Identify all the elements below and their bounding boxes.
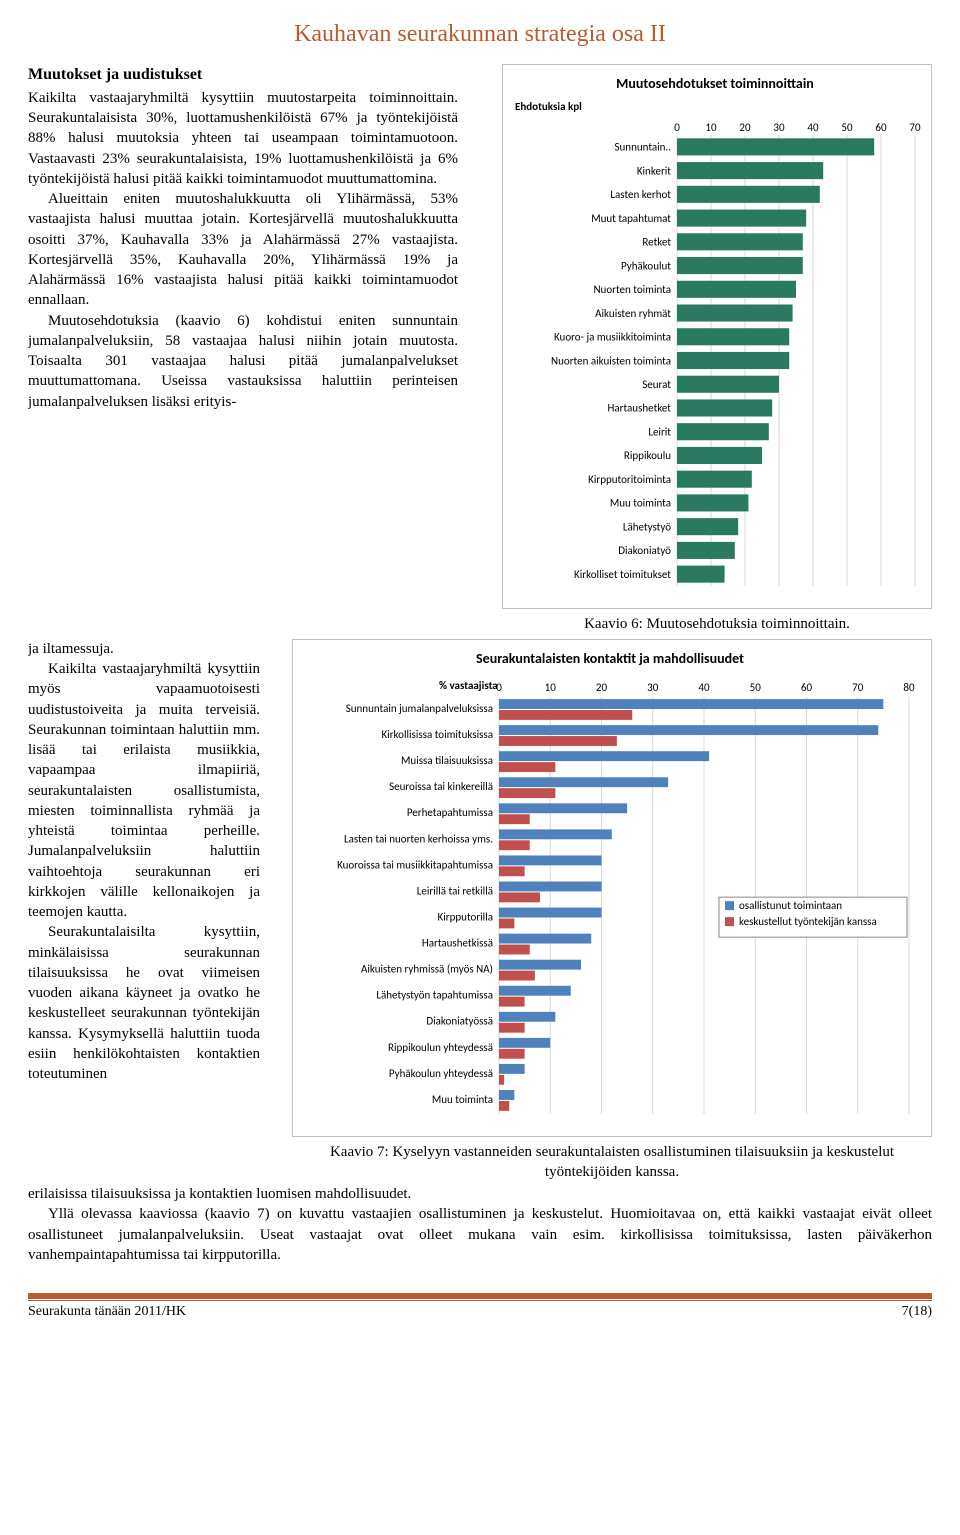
chart-6-xlabel: Ehdotuksia kpl	[515, 100, 923, 115]
svg-text:0: 0	[674, 121, 680, 134]
svg-text:Hartaushetket: Hartaushetket	[608, 402, 672, 415]
svg-text:Diakoniatyössä: Diakoniatyössä	[426, 1015, 493, 1028]
svg-text:20: 20	[596, 681, 608, 694]
svg-text:Rippikoulu: Rippikoulu	[624, 449, 671, 462]
paragraph: Kaikilta vastaajaryhmiltä kysyttiin myös…	[28, 659, 260, 922]
svg-text:Kirpputoritoiminta: Kirpputoritoiminta	[588, 473, 671, 486]
svg-text:Aikuisten ryhmissä (myös NA): Aikuisten ryhmissä (myös NA)	[361, 962, 493, 975]
svg-text:Nuorten toiminta: Nuorten toiminta	[593, 283, 671, 296]
svg-text:Lasten tai nuorten kerhoissa y: Lasten tai nuorten kerhoissa yms.	[344, 832, 493, 845]
section-heading: Muutokset ja uudistukset	[28, 64, 458, 86]
svg-text:40: 40	[807, 121, 819, 134]
chart-7-title: Seurakuntalaisten kontaktit ja mahdollis…	[297, 650, 923, 669]
svg-text:70: 70	[909, 121, 921, 134]
svg-text:Hartaushetkissä: Hartaushetkissä	[422, 936, 493, 949]
svg-text:50: 50	[750, 681, 762, 694]
svg-text:60: 60	[875, 121, 887, 134]
svg-text:% vastaajista: % vastaajista	[439, 679, 498, 692]
svg-text:Nuorten aikuisten toiminta: Nuorten aikuisten toiminta	[551, 354, 671, 367]
svg-text:70: 70	[852, 681, 864, 694]
svg-text:Perhetapahtumissa: Perhetapahtumissa	[407, 806, 493, 819]
svg-text:Pyhäkoulun yhteydessä: Pyhäkoulun yhteydessä	[389, 1067, 493, 1080]
svg-text:Lähetystyö: Lähetystyö	[623, 521, 671, 534]
svg-text:Sunnuntain..: Sunnuntain..	[614, 141, 671, 154]
paragraph: Seurakuntalaisilta kysyttiin, minkälaisi…	[28, 922, 260, 1084]
svg-text:osallistunut toimintaan: osallistunut toimintaan	[739, 899, 842, 912]
svg-text:Pyhäkoulut: Pyhäkoulut	[621, 259, 671, 272]
svg-text:Lähetystyön tapahtumissa: Lähetystyön tapahtumissa	[376, 988, 493, 1001]
svg-text:Kuoroissa tai musiikkitapahtum: Kuoroissa tai musiikkitapahtumissa	[337, 858, 493, 871]
svg-text:Seuroissa tai kinkereillä: Seuroissa tai kinkereillä	[389, 780, 493, 793]
svg-text:30: 30	[773, 121, 785, 134]
svg-text:Sunnuntain jumalanpalveluksiss: Sunnuntain jumalanpalveluksissa	[346, 702, 493, 715]
paragraph: ja iltamessuja.	[28, 639, 260, 659]
body-text-bottom: ja iltamessuja. Kaikilta vastaajaryhmilt…	[28, 639, 260, 1085]
chart-6-title: Muutosehdotukset toiminnoittain	[507, 75, 923, 94]
paragraph: Kaikilta vastaajaryhmiltä kysyttiin muut…	[28, 88, 458, 189]
svg-text:0: 0	[496, 681, 502, 694]
chart-7: Seurakuntalaisten kontaktit ja mahdollis…	[292, 639, 932, 1137]
page-title: Kauhavan seurakunnan strategia osa II	[0, 0, 960, 64]
svg-text:Muissa tilaisuuksissa: Muissa tilaisuuksissa	[401, 754, 493, 767]
svg-text:keskustellut työntekijän kanss: keskustellut työntekijän kanssa	[739, 915, 877, 928]
svg-text:40: 40	[698, 681, 710, 694]
svg-text:Retket: Retket	[642, 236, 671, 249]
footer-right: 7(18)	[902, 1303, 932, 1322]
svg-text:30: 30	[647, 681, 659, 694]
svg-text:Muut tapahtumat: Muut tapahtumat	[591, 212, 671, 225]
svg-text:Leirillä tai retkillä: Leirillä tai retkillä	[417, 884, 493, 897]
svg-text:Muu toiminta: Muu toiminta	[610, 497, 671, 510]
body-text-final: erilaisissa tilaisuuksissa ja kontaktien…	[28, 1182, 932, 1265]
svg-text:Aikuisten ryhmät: Aikuisten ryhmät	[595, 307, 671, 320]
svg-text:Rippikoulun yhteydessä: Rippikoulun yhteydessä	[388, 1041, 493, 1054]
paragraph: Alueittain eniten muutoshalukkuutta oli …	[28, 189, 458, 311]
paragraph: Yllä olevassa kaaviossa (kaavio 7) on ku…	[28, 1204, 932, 1265]
paragraph: Muutosehdotuksia (kaavio 6) kohdistui en…	[28, 311, 458, 412]
body-text-top: Muutokset ja uudistukset Kaikilta vastaa…	[28, 64, 458, 412]
svg-text:Kinkerit: Kinkerit	[637, 164, 671, 177]
chart-6: Muutosehdotukset toiminnoittain Ehdotuks…	[502, 64, 932, 609]
svg-text:Leirit: Leirit	[648, 426, 671, 439]
svg-text:Kuoro- ja musiikkitoiminta: Kuoro- ja musiikkitoiminta	[554, 331, 671, 344]
svg-text:Muu toiminta: Muu toiminta	[432, 1093, 493, 1106]
svg-text:Kirkollisissa toimituksissa: Kirkollisissa toimituksissa	[381, 728, 493, 741]
svg-text:Diakoniatyö: Diakoniatyö	[618, 544, 671, 557]
footer-left: Seurakunta tänään 2011/HK	[28, 1303, 186, 1322]
chart-6-caption: Kaavio 6: Muutosehdotuksia toiminnoittai…	[502, 615, 932, 635]
paragraph: erilaisissa tilaisuuksissa ja kontaktien…	[28, 1186, 411, 1202]
svg-text:Kirkolliset toimitukset: Kirkolliset toimitukset	[574, 568, 671, 581]
svg-text:10: 10	[545, 681, 557, 694]
svg-text:50: 50	[841, 121, 853, 134]
svg-text:10: 10	[705, 121, 717, 134]
svg-text:Seurat: Seurat	[642, 378, 671, 391]
svg-text:20: 20	[739, 121, 751, 134]
footer-rule	[28, 1293, 932, 1301]
svg-text:Kirpputorilla: Kirpputorilla	[438, 910, 493, 923]
svg-text:60: 60	[801, 681, 813, 694]
chart-7-caption: Kaavio 7: Kyselyyn vastanneiden seurakun…	[292, 1143, 932, 1182]
svg-text:Lasten kerhot: Lasten kerhot	[610, 188, 671, 201]
svg-text:80: 80	[903, 681, 915, 694]
